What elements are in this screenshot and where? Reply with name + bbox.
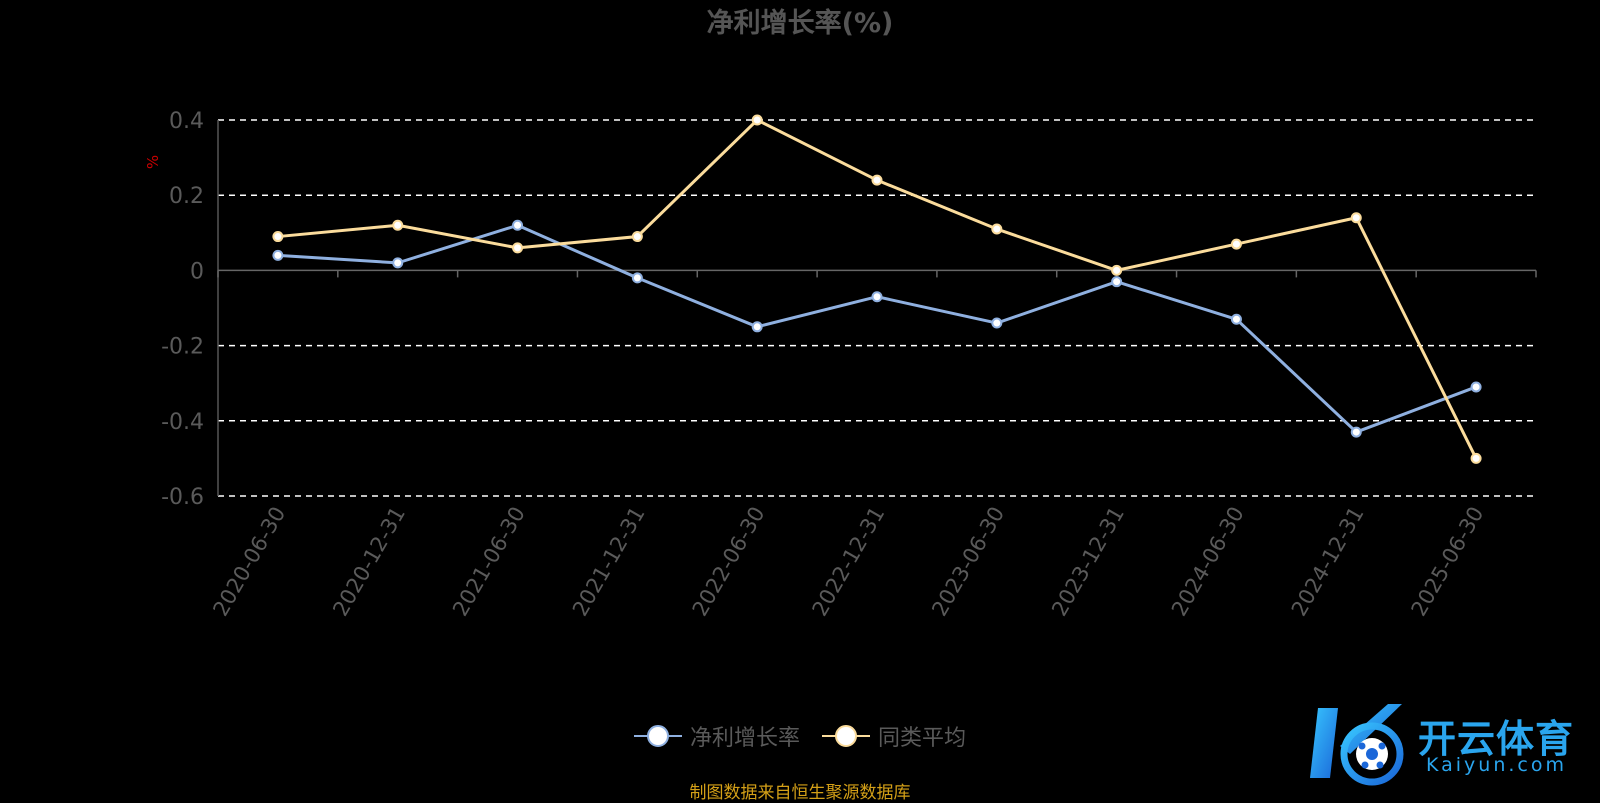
series-line <box>277 223 1477 434</box>
data-point[interactable] <box>871 174 883 186</box>
x-tick-label: 2023-06-30 <box>927 502 1009 620</box>
x-tick-label: 2020-06-30 <box>208 503 290 621</box>
x-tick-label: 2021-12-31 <box>568 503 650 621</box>
chart-title: 净利增长率(%) <box>707 7 894 39</box>
data-point[interactable] <box>272 249 284 261</box>
data-point[interactable] <box>1111 264 1123 276</box>
legend-label-net-profit-growth: 净利增长率 <box>689 726 800 751</box>
data-point[interactable] <box>1470 452 1482 464</box>
series-line <box>277 118 1478 460</box>
x-tick-label: 2024-12-31 <box>1287 503 1369 621</box>
x-tick-label: 2022-06-30 <box>688 503 770 621</box>
y-tick-label: -0.6 <box>161 485 204 510</box>
x-tick-label: 2021-06-30 <box>448 503 530 621</box>
data-point[interactable] <box>631 272 643 284</box>
y-tick-labels: 0.4 0.2 0 -0.2 -0.4 -0.6 <box>161 109 204 510</box>
data-point[interactable] <box>1230 238 1242 250</box>
x-tick-label: 2024-06-30 <box>1167 503 1249 621</box>
axes <box>217 120 1537 496</box>
legend-item-net-profit-growth[interactable]: 净利增长率 <box>633 720 800 752</box>
x-tick-labels: 2020-06-30 2020-12-31 2021-06-30 2021-12-31… <box>208 502 1488 620</box>
x-tick-label: 2022-12-31 <box>808 503 890 621</box>
legend: 净利增长率 同类平均 <box>0 718 1600 754</box>
data-point[interactable] <box>512 242 524 254</box>
data-point[interactable] <box>392 219 404 231</box>
logo-text-en: Kaiyun.com <box>1426 754 1567 776</box>
logo-text-cn: 开云体育 <box>1418 717 1575 761</box>
data-point[interactable] <box>631 231 643 243</box>
y-tick-label: 0 <box>190 259 204 284</box>
data-point[interactable] <box>1470 381 1482 393</box>
data-point[interactable] <box>1350 212 1362 224</box>
series-0 <box>272 219 1482 438</box>
legend-swatch-peer-average <box>822 724 870 748</box>
series-1 <box>272 114 1482 464</box>
x-tick-label: 2025-06-30 <box>1407 503 1489 621</box>
data-point[interactable] <box>751 321 763 333</box>
data-point[interactable] <box>512 219 524 231</box>
data-point[interactable] <box>392 257 404 269</box>
data-point[interactable] <box>871 291 883 303</box>
legend-swatch-net-profit-growth <box>633 724 682 748</box>
data-point[interactable] <box>991 223 1003 235</box>
y-tick-label: 0.4 <box>169 109 204 134</box>
data-point[interactable] <box>991 317 1003 329</box>
series-lines <box>272 114 1482 464</box>
data-point[interactable] <box>1350 426 1362 438</box>
y-tick-label: -0.2 <box>161 335 204 360</box>
brand-logo[interactable]: 开云体育 Kaiyun.com <box>1310 698 1590 788</box>
y-tick-label: 0.2 <box>169 184 204 209</box>
legend-item-peer-average[interactable]: 同类平均 <box>822 720 966 752</box>
data-point[interactable] <box>1111 276 1123 288</box>
source-note: 制图数据来自恒生聚源数据库 <box>689 783 911 803</box>
y-axis-unit: % <box>144 155 162 169</box>
x-tick-label: 2023-12-31 <box>1047 503 1129 621</box>
legend-label-peer-average: 同类平均 <box>878 726 967 751</box>
data-point[interactable] <box>751 114 763 126</box>
y-tick-label: -0.4 <box>161 410 204 435</box>
x-tick-label: 2020-12-31 <box>328 503 410 621</box>
data-point[interactable] <box>1230 313 1242 325</box>
soccer-ball-logo-icon <box>1310 704 1404 786</box>
data-point[interactable] <box>272 231 284 243</box>
